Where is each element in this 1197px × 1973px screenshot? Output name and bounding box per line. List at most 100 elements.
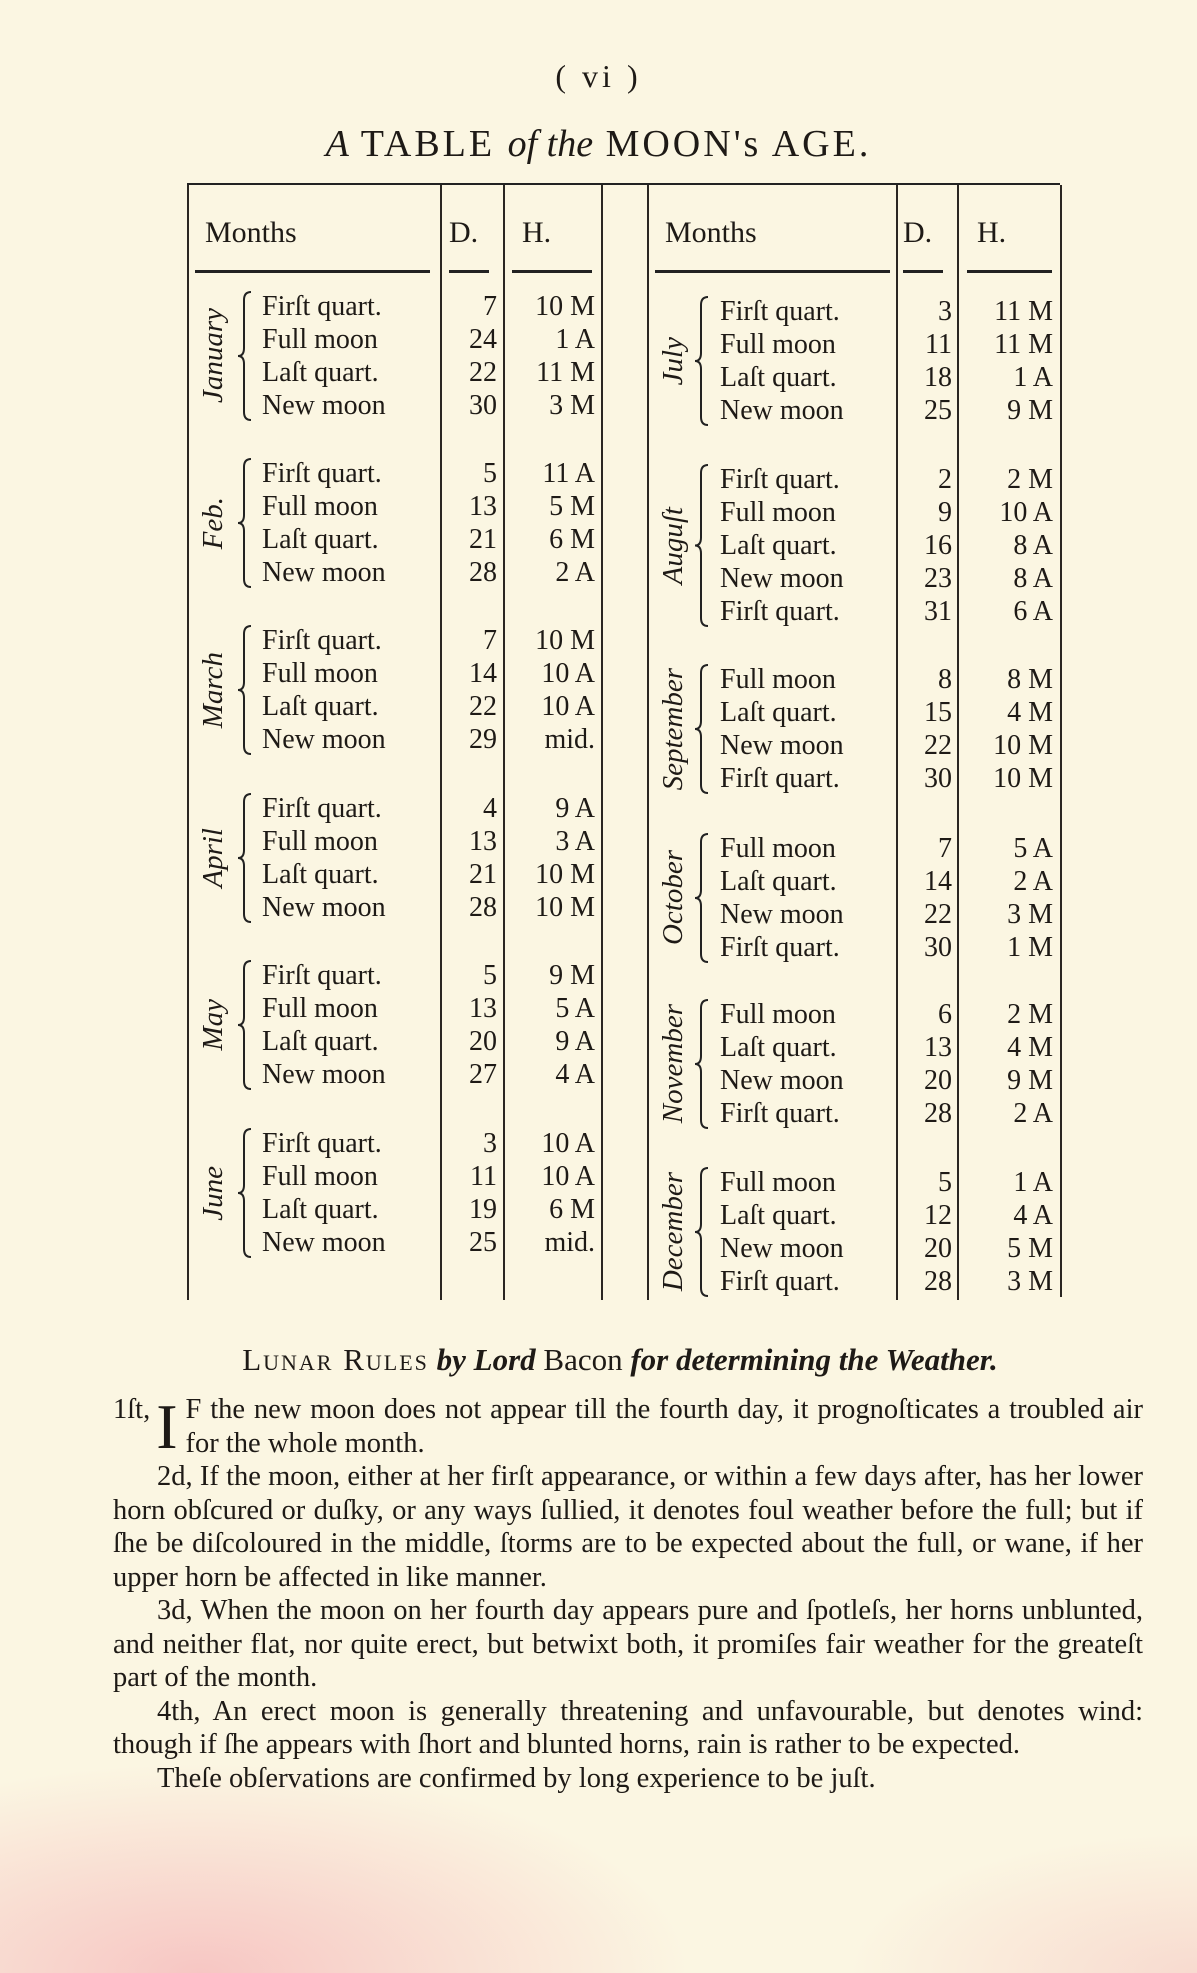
- hour-value: 9 M: [1007, 395, 1053, 426]
- phase-label: New moon: [262, 1227, 386, 1258]
- brace-icon: [694, 833, 709, 963]
- lunar-rules-text: 1ſt, I F the new moon does not appear ti…: [113, 1393, 1143, 1795]
- phase-label: Full moon: [720, 1167, 836, 1198]
- month-label: Auguſt: [657, 506, 689, 585]
- brace-icon: [694, 999, 709, 1129]
- hour-value: 11 M: [994, 296, 1053, 327]
- phase-label: Firſt quart.: [262, 960, 382, 991]
- month-label-cell: March: [196, 624, 230, 756]
- day-value: 7: [483, 291, 497, 322]
- hour-value: 5 A: [555, 993, 595, 1024]
- table-rule: [1060, 185, 1062, 1297]
- day-value: 13: [469, 826, 497, 857]
- rule-3: 3d, When the moon on her fourth day appe…: [113, 1595, 1143, 1693]
- hour-value: 11 M: [536, 357, 595, 388]
- phase-label: Firſt quart.: [720, 1266, 840, 1297]
- brace-icon: [237, 960, 252, 1090]
- month-label: May: [197, 999, 229, 1051]
- day-value: 22: [924, 730, 952, 761]
- day-header: D.: [449, 216, 479, 249]
- hour-value: 2 A: [1013, 866, 1053, 897]
- hour-value: 10 M: [993, 763, 1053, 794]
- hour-value: 10 A: [541, 658, 595, 689]
- phase-label: Firſt quart.: [262, 1128, 382, 1159]
- day-value: 30: [924, 763, 952, 794]
- phase-label: Laſt quart.: [262, 524, 379, 555]
- hour-value: 1 A: [1013, 1167, 1053, 1198]
- day-value: 25: [924, 395, 952, 426]
- day-value: 3: [938, 296, 952, 327]
- phase-label: Laſt quart.: [720, 866, 837, 897]
- phase-label: Firſt quart.: [720, 1098, 840, 1129]
- months-header: Months: [205, 216, 297, 249]
- phase-label: Full moon: [262, 324, 378, 355]
- phase-label: New moon: [262, 724, 386, 755]
- hour-value: 8 M: [1007, 664, 1053, 695]
- title-of-the: of the: [507, 123, 594, 165]
- phase-label: Firſt quart.: [262, 625, 382, 656]
- heading-bacon: Bacon: [543, 1342, 623, 1377]
- day-value: 30: [469, 390, 497, 421]
- hour-value: 10 M: [993, 730, 1053, 761]
- phase-label: New moon: [262, 892, 386, 923]
- phase-label: New moon: [720, 899, 844, 930]
- day-value: 13: [469, 491, 497, 522]
- hour-value: 2 A: [1013, 1098, 1053, 1129]
- heading-for: for determining the Weather.: [630, 1342, 998, 1377]
- hour-value: 4 A: [1013, 1200, 1053, 1231]
- day-value: 21: [469, 524, 497, 555]
- title-a: A: [325, 123, 349, 165]
- hour-value: 1 A: [1013, 362, 1053, 393]
- brace-icon: [237, 793, 252, 923]
- phase-label: Laſt quart.: [720, 530, 837, 561]
- phase-label: Firſt quart.: [720, 296, 840, 327]
- hour-value: 3 M: [549, 390, 595, 421]
- hour-header: H.: [977, 216, 1007, 249]
- hour-value: mid.: [544, 724, 595, 755]
- month-label: March: [197, 651, 229, 729]
- hour-value: 3 M: [1007, 899, 1053, 930]
- day-value: 5: [938, 1167, 952, 1198]
- day-value: 4: [483, 793, 497, 824]
- phase-label: Firſt quart.: [720, 464, 840, 495]
- month-label: January: [197, 308, 229, 404]
- hour-value: 10 M: [535, 859, 595, 890]
- table-rule: [601, 185, 603, 1300]
- month-label-cell: July: [656, 295, 690, 427]
- month-label-cell: September: [656, 663, 690, 795]
- day-value: 11: [925, 329, 952, 360]
- hour-value: 3 A: [555, 826, 595, 857]
- hour-value: 10 M: [535, 291, 595, 322]
- table-rule: [503, 185, 505, 1300]
- month-label-cell: December: [656, 1166, 690, 1298]
- page-number: ( vi ): [555, 58, 642, 94]
- phase-label: Firſt quart.: [720, 596, 840, 627]
- day-value: 2: [938, 464, 952, 495]
- phase-label: Full moon: [262, 491, 378, 522]
- hour-value: 2 M: [1007, 999, 1053, 1030]
- phase-label: New moon: [720, 730, 844, 761]
- month-label: Feb.: [197, 496, 229, 550]
- phase-label: New moon: [720, 395, 844, 426]
- hour-value: 4 M: [1007, 1032, 1053, 1063]
- day-value: 16: [924, 530, 952, 561]
- brace-icon: [694, 1167, 709, 1297]
- day-value: 20: [469, 1026, 497, 1057]
- hour-header: H.: [522, 216, 552, 249]
- month-label: April: [197, 828, 229, 888]
- month-label: July: [657, 336, 689, 386]
- title-moons-age: MOON's AGE.: [605, 123, 872, 165]
- day-value: 20: [924, 1233, 952, 1264]
- header-underline: [449, 270, 489, 273]
- phase-label: Full moon: [262, 658, 378, 689]
- hour-value: 9 A: [555, 1026, 595, 1057]
- hour-value: 5 M: [549, 491, 595, 522]
- phase-label: New moon: [720, 1233, 844, 1264]
- phase-label: Laſt quart.: [262, 357, 379, 388]
- phase-label: Laſt quart.: [262, 691, 379, 722]
- hour-value: 4 A: [555, 1059, 595, 1090]
- day-value: 5: [483, 458, 497, 489]
- phase-label: Full moon: [720, 664, 836, 695]
- month-label-cell: Feb.: [196, 457, 230, 589]
- day-value: 14: [469, 658, 497, 689]
